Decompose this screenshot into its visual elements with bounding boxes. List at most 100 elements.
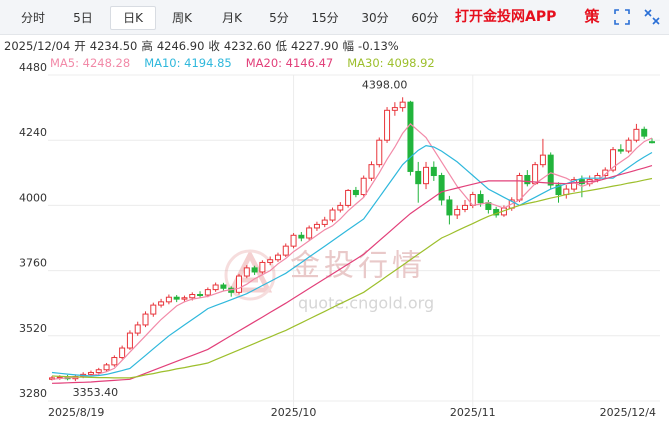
tab[interactable]: 分时: [20, 11, 45, 25]
fullscreen-icon[interactable]: [614, 9, 630, 25]
watermark-title: 金投行情: [290, 249, 426, 284]
candle-body: [516, 175, 523, 201]
tab[interactable]: 30分: [361, 11, 389, 25]
candle-body: [477, 194, 484, 204]
y-tick-label: 4000: [19, 191, 47, 204]
toolbar-icons: 策: [583, 8, 660, 26]
candle-body: [298, 234, 305, 239]
candle-body: [103, 364, 110, 371]
candle-body: [87, 371, 94, 375]
quote-label: 低: [275, 39, 287, 53]
candle-body: [197, 294, 204, 297]
candle-body: [290, 234, 297, 247]
tab[interactable]: 日K: [110, 6, 156, 30]
ma-line: [51, 165, 653, 384]
candle-body: [415, 170, 422, 185]
candle-body: [165, 296, 172, 303]
candle-body: [181, 297, 188, 300]
candle-body: [430, 166, 437, 177]
quote-value: 4246.90: [156, 39, 205, 53]
quote-label: 收: [208, 39, 220, 53]
candle-body: [649, 141, 655, 144]
candle-body: [384, 109, 391, 141]
legend-entry: MA30: 4098.92: [347, 56, 435, 70]
candle-body: [617, 149, 624, 152]
candle-body: [352, 189, 359, 196]
y-tick-label: 3280: [19, 387, 47, 400]
candle-body: [602, 169, 609, 177]
ma-line: [51, 177, 653, 379]
candle-body: [532, 164, 539, 185]
candle-body: [95, 369, 102, 373]
tab[interactable]: 月K: [222, 11, 242, 25]
y-tick-label: 3520: [19, 322, 47, 335]
quote-value: 4232.60: [223, 39, 272, 53]
candle-body: [594, 175, 601, 181]
candle-body: [438, 175, 445, 201]
quote-value: 4234.50: [89, 39, 138, 53]
candle-body: [313, 223, 320, 229]
candle-body: [274, 254, 281, 261]
quote-value: 4227.90: [290, 39, 339, 53]
candle-body: [337, 204, 344, 211]
tab[interactable]: 5日: [73, 11, 93, 25]
legend-entry: MA10: 4194.85: [144, 56, 232, 70]
candle-body: [267, 259, 274, 263]
candle-body: [454, 208, 461, 216]
candle-body: [329, 209, 336, 221]
candle-body: [158, 301, 165, 306]
candle-body: [251, 267, 258, 273]
tab[interactable]: 5分: [269, 11, 289, 25]
candle-body: [391, 107, 398, 111]
quote-label: 高: [141, 39, 153, 53]
candle-body: [306, 227, 313, 239]
candle-body: [641, 128, 648, 137]
candle-body: [134, 324, 141, 334]
candle-body: [399, 101, 406, 109]
candle-body: [610, 149, 617, 171]
legend-entry: MA5: 4248.28: [50, 56, 131, 70]
grid: [48, 74, 660, 407]
quote-label: 开: [74, 39, 86, 53]
candle-body: [142, 313, 149, 326]
candle-body: [236, 275, 243, 293]
candle-body: [625, 139, 632, 152]
candle-body: [555, 184, 562, 196]
app-link[interactable]: 打开金投网APP: [455, 9, 557, 25]
candle-body: [360, 177, 367, 196]
quote-label: 幅: [342, 39, 355, 53]
legend-entry: MA20: 4146.47: [245, 56, 334, 70]
strategy-icon[interactable]: 策: [583, 8, 600, 26]
candle-body: [633, 128, 640, 141]
candle-body: [212, 284, 219, 291]
extreme-label: 4398.00: [362, 78, 408, 91]
candle-body: [220, 284, 227, 289]
candle-body: [446, 199, 453, 216]
settings-icon[interactable]: [644, 9, 660, 25]
quote-value: -0.13%: [358, 39, 399, 53]
candle-body: [345, 189, 352, 206]
x-tick-label: 2025/11: [450, 406, 496, 419]
tab[interactable]: 60分: [411, 11, 439, 25]
tab[interactable]: 周K: [172, 11, 192, 25]
candle-body: [173, 296, 180, 300]
quote-date: 2025/12/04: [4, 39, 71, 53]
candle-body: [111, 357, 118, 366]
tab[interactable]: 15分: [311, 11, 339, 25]
watermark: [224, 249, 276, 301]
candle-body: [376, 139, 383, 166]
candle-body: [423, 166, 430, 185]
candle-body: [126, 332, 133, 349]
candle-body: [539, 154, 546, 166]
candle-body: [189, 294, 196, 299]
y-tick-label: 3760: [19, 257, 47, 270]
ma-line: [51, 144, 653, 377]
candle-body: [282, 245, 289, 256]
candle-body: [150, 304, 157, 315]
ma-line: [51, 123, 653, 380]
candle-body: [571, 179, 578, 190]
y-tick-label: 4240: [19, 126, 47, 139]
legend: MA5: 4248.28 MA10: 4194.85 MA20: 4146.47 MA…: [50, 56, 449, 70]
candle-body: [204, 289, 211, 296]
